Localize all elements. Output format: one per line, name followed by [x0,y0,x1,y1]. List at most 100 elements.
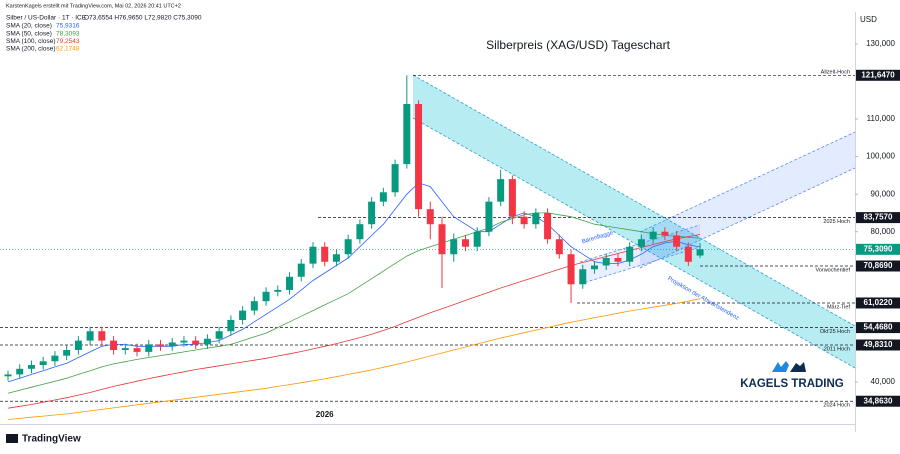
channel-line [639,131,856,233]
candle-body [508,179,516,217]
price-tag [856,395,900,407]
price-tag [856,69,900,81]
price-tag-label: 54,4680 [864,323,893,332]
candle-body [403,104,411,165]
candle-body [321,246,329,262]
candle-body [626,246,634,262]
candle-body [544,212,552,240]
legend-value: 79,2543 [56,38,80,45]
candle-body [661,231,669,236]
candle-body [4,374,12,377]
price-tag [856,260,900,272]
candle-body [180,340,188,343]
candle-body [227,319,235,332]
level-note: Allzeit-Hoch [821,70,850,76]
candle-body [215,331,223,339]
candle-body [16,368,24,375]
candle-body [555,239,563,255]
candle-body [39,361,47,366]
candle-body [532,212,540,225]
chart-title: Silberpreis (XAG/USD) Tageschart [486,38,671,52]
candle-body [297,263,305,277]
candle-body [286,276,294,290]
credit: KarstenKagels erstellt mit TradingView.c… [6,3,181,9]
level-note: 2011 Hoch [824,346,850,352]
candle-body [520,216,528,225]
level-note: März-Tief [827,304,850,310]
level-note: 2025 Hoch [823,219,850,225]
candle-body [391,164,399,193]
legend-value: 75,9316 [56,23,80,30]
candle-body [51,355,59,362]
price-tag [856,243,900,255]
legend-label: SMA (100, close) [6,38,56,45]
candle-body [192,340,200,345]
sma-line [7,234,701,409]
candle-body [262,291,270,302]
candle-body [203,338,211,345]
candle-body [156,344,164,347]
candle-body [121,348,129,351]
price-tag-label: 34,8630 [864,396,893,405]
x-tick-label: 2026 [316,410,334,419]
price-tag-label: 75,3090 [864,244,893,253]
candle-body [356,224,364,240]
down-channel [413,75,855,368]
candle-body [426,209,434,225]
brand-logo [772,361,806,372]
candle-body [602,257,610,266]
y-tick-label: 130,000 [866,39,895,48]
candle-body [239,310,247,320]
price-tag [856,322,900,334]
legend-value: 62,1748 [56,46,80,53]
candle-body [696,249,704,256]
price-tag [856,297,900,309]
sma-line [7,182,701,383]
sma-line [7,212,701,394]
candle-body [684,246,692,262]
candle-body [567,254,575,285]
symbol: Silber / US-Dollar · 1T · ICE [6,15,87,22]
candle-body [497,179,505,202]
currency: USD [860,15,877,24]
channel-line [639,167,856,269]
price-tag-label: 121,6470 [861,70,895,79]
y-tick-label: 40,000 [871,377,896,386]
price-tag [856,212,900,224]
candle-body [591,265,598,270]
level-note: Okt'25 Hoch [820,329,850,335]
platform-logo [6,434,18,443]
y-tick-label: 100,000 [866,152,895,161]
candle-body [461,239,469,247]
candle-body [379,192,387,202]
legend-label: SMA (200, close) [6,46,56,53]
candle-body [274,289,282,292]
candle-body [438,224,446,255]
candle-body [110,340,118,351]
legend-label: SMA (20, close) [6,23,52,30]
flag-line [579,246,701,285]
y-tick-label: 110,000 [867,114,896,123]
level-note: Vorwochentief [815,267,850,273]
brand: KAGELS TRADING [740,378,844,390]
candle-body [637,239,645,247]
y-tick-label: 80,000 [871,227,896,236]
candle-body [344,239,352,255]
candle-body [415,104,423,210]
sma-line [7,298,701,420]
candle-body [332,254,340,262]
candle-body [649,231,657,240]
candle-body [145,344,153,352]
candle-body [579,269,587,285]
candle-body [309,246,317,264]
candle-body [450,239,458,255]
candle-body [133,348,141,352]
platform: TradingView [22,434,81,445]
price-tag-label: 83,7570 [864,213,893,222]
legend-value: 78,3093 [56,30,80,37]
candle-body [673,235,681,247]
candle-body [74,340,82,351]
candle-body [485,201,493,232]
candle-body [98,331,106,341]
